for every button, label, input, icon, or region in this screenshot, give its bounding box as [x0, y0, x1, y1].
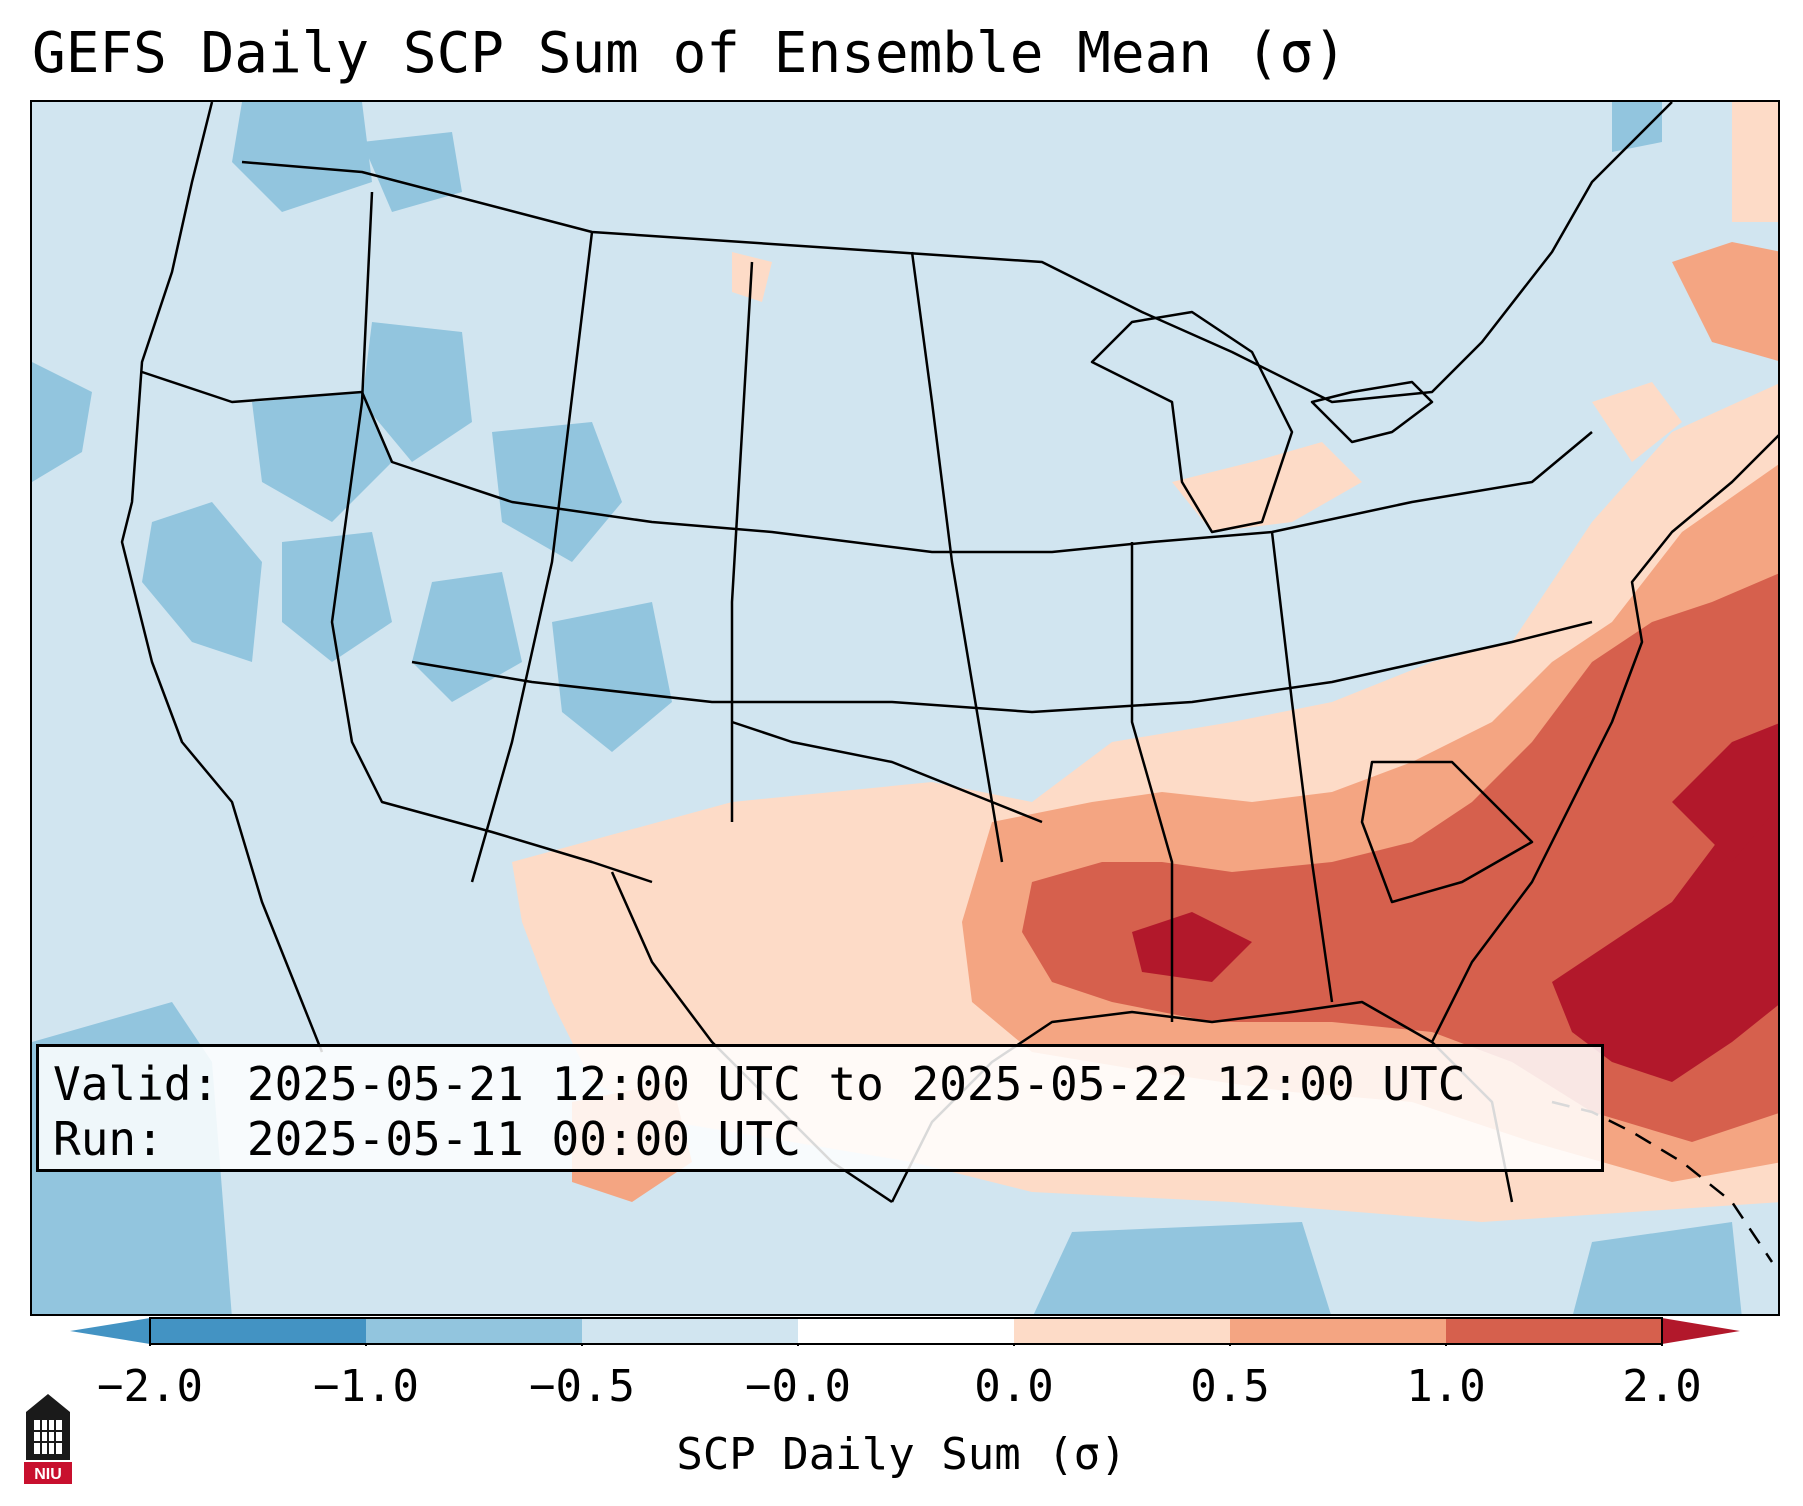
- interior-boundary-west: [330, 191, 653, 884]
- colorbar-label: SCP Daily Sum (σ): [676, 1429, 1127, 1480]
- interior-boundary-central: [910, 251, 1004, 863]
- lake-erie-outline: [1310, 380, 1434, 444]
- run-label: Run:: [53, 1112, 164, 1166]
- colorbar-extend-low: [70, 1318, 150, 1344]
- colorbar-ticks: [149, 1344, 1663, 1346]
- colorbar-segment: [366, 1318, 582, 1344]
- extreme-positive-field: [1132, 723, 1778, 1082]
- colorbar-tick-label: −0.5: [529, 1361, 635, 1412]
- colorbar-tick-label: −2.0: [97, 1361, 203, 1412]
- pacific-coastline: [120, 102, 324, 1053]
- colorbar-segment: [1230, 1318, 1446, 1344]
- niu-logo-icon: NIU: [24, 1394, 72, 1484]
- carolina-outline: [1360, 760, 1534, 904]
- colorbar-tick-label: −1.0: [313, 1361, 419, 1412]
- chart-title: GEFS Daily SCP Sum of Ensemble Mean (σ): [32, 21, 1347, 86]
- colorbar-segment: [150, 1318, 366, 1344]
- atlantic-coastline: [1430, 434, 1778, 1043]
- mississippi-line: [1130, 542, 1174, 1022]
- colorbar-tick-label: 1.0: [1406, 1361, 1486, 1412]
- valid-label: Valid:: [53, 1057, 220, 1111]
- red-river-line: [731, 720, 1043, 824]
- valid-time-range: 2025-05-21 12:00 UTC to 2025-05-22 12:00…: [246, 1057, 1466, 1111]
- latitude-boundary-2: [411, 620, 1593, 714]
- colorbar-tick-label: 0.0: [974, 1361, 1054, 1412]
- validity-info-box: Valid: 2025-05-21 12:00 UTC to 2025-05-2…: [36, 1044, 1604, 1172]
- colorbar-tick-label: −0.0: [745, 1361, 851, 1412]
- great-lakes-outline: [1090, 310, 1294, 534]
- colorbar-outline: [149, 1317, 1663, 1345]
- interior-boundary-plains: [730, 261, 754, 822]
- interior-boundary-mountain: [470, 231, 594, 883]
- colorbar-extend-high: [1662, 1318, 1740, 1344]
- colorbar-segment: [1014, 1318, 1230, 1344]
- colorbar-segment: [1446, 1318, 1662, 1344]
- latitude-boundary-1: [141, 370, 1593, 554]
- colorbar-tick-label: 2.0: [1622, 1361, 1702, 1412]
- colorbar: [70, 1317, 1740, 1346]
- colorbar-segment: [582, 1318, 798, 1344]
- logo-text: NIU: [34, 1466, 62, 1483]
- run-time: 2025-05-11 00:00 UTC: [246, 1112, 801, 1166]
- colorbar-tick-label: 0.5: [1190, 1361, 1270, 1412]
- alabama-georgia-line: [1270, 531, 1334, 1003]
- colorbar-segment: [798, 1318, 1014, 1344]
